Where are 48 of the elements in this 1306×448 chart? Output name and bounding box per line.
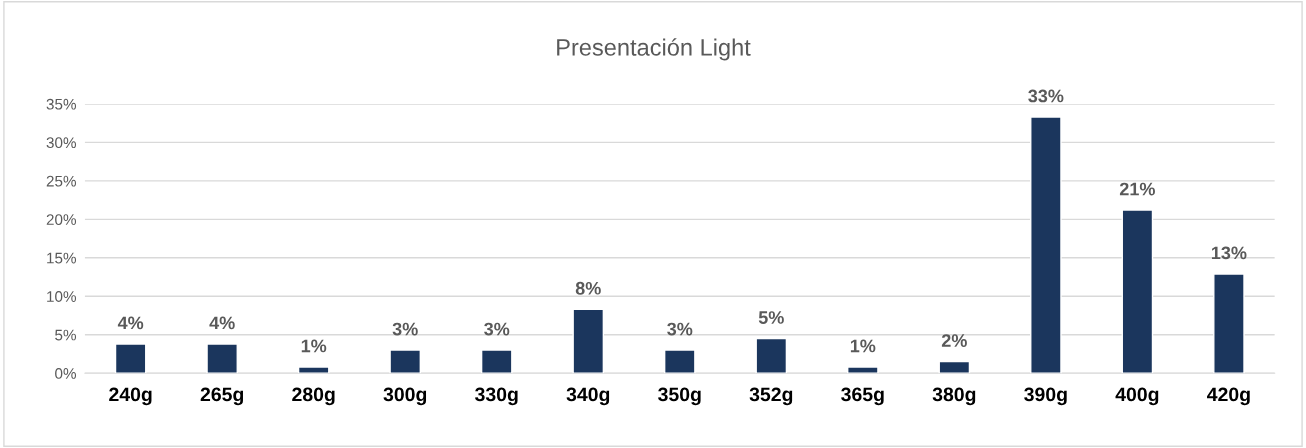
y-tick-label: 35% bbox=[46, 98, 77, 110]
y-tick-label: 0% bbox=[55, 368, 77, 379]
data-label: 8% bbox=[575, 281, 601, 295]
bar bbox=[938, 360, 971, 374]
y-tick-label: 10% bbox=[47, 291, 77, 302]
bar bbox=[755, 337, 788, 374]
x-tick-label: 350g bbox=[658, 387, 701, 406]
bar bbox=[297, 366, 330, 374]
x-tick-label: 352g bbox=[749, 387, 793, 406]
bar bbox=[663, 349, 696, 374]
data-label: 4% bbox=[209, 316, 235, 330]
data-label: 33% bbox=[1028, 89, 1064, 103]
x-tick-label: 340g bbox=[566, 387, 610, 406]
bar bbox=[206, 343, 238, 374]
bar bbox=[389, 349, 422, 374]
bar bbox=[847, 366, 879, 374]
y-tick-label: 20% bbox=[46, 214, 77, 226]
bar bbox=[572, 308, 605, 374]
data-label: 1% bbox=[850, 339, 876, 353]
bar bbox=[1121, 209, 1154, 374]
y-tick-label: 5% bbox=[55, 329, 77, 341]
bar bbox=[1030, 116, 1062, 374]
chart-title: Presentación Light bbox=[557, 38, 751, 61]
data-label: 21% bbox=[1119, 182, 1155, 196]
x-tick-label: 300g bbox=[383, 387, 427, 406]
x-tick-label: 265g bbox=[200, 387, 244, 406]
x-tick-label: 330g bbox=[475, 387, 518, 406]
x-tick-label: 400g bbox=[1115, 387, 1159, 406]
x-tick-label: 390g bbox=[1024, 387, 1067, 406]
data-label: 13% bbox=[1211, 246, 1247, 260]
bar bbox=[480, 349, 513, 374]
data-label: 3% bbox=[392, 322, 418, 336]
y-tick-label: 25% bbox=[46, 175, 77, 187]
data-label: 4% bbox=[117, 316, 144, 330]
data-label: 3% bbox=[484, 322, 510, 336]
bar bbox=[1213, 273, 1245, 374]
x-tick-label: 240g bbox=[109, 387, 152, 406]
x-tick-label: 380g bbox=[932, 387, 976, 406]
y-tick-label: 15% bbox=[47, 252, 77, 264]
data-label: 3% bbox=[667, 322, 693, 336]
data-label: 5% bbox=[758, 311, 784, 324]
data-label: 1% bbox=[301, 339, 327, 353]
x-tick-label: 420g bbox=[1207, 387, 1250, 406]
y-tick-label: 30% bbox=[46, 137, 77, 149]
x-tick-label: 365g bbox=[841, 387, 884, 406]
x-tick-label: 280g bbox=[292, 387, 335, 406]
bar bbox=[114, 343, 147, 374]
data-label: 2% bbox=[941, 334, 967, 347]
